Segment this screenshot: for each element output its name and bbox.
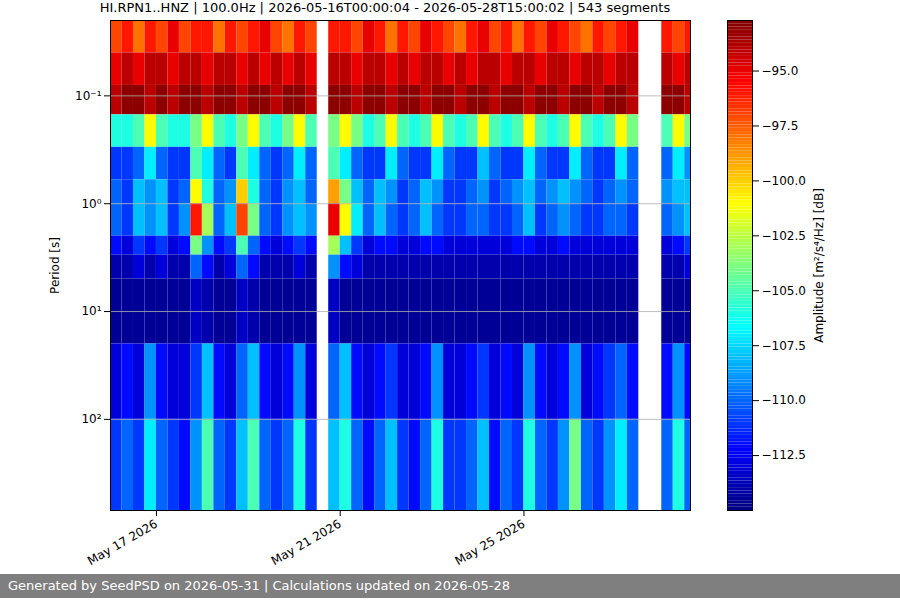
svg-text:10²: 10² [81,412,101,426]
svg-text:10⁻¹: 10⁻¹ [75,89,102,103]
svg-text:Amplitude [m²/s⁴/Hz] [dB]: Amplitude [m²/s⁴/Hz] [dB] [812,188,826,343]
svg-text:−105.0: −105.0 [762,284,806,298]
svg-text:Period [s]: Period [s] [48,237,62,294]
svg-text:−97.5: −97.5 [762,119,799,133]
svg-text:May 17 2026: May 17 2026 [85,517,160,568]
svg-text:−112.5: −112.5 [762,448,806,462]
svg-text:−110.0: −110.0 [762,393,806,407]
svg-text:−95.0: −95.0 [762,64,799,78]
html-text:HI.RPN1..HNZ | 100.0Hz | 2026-: HI.RPN1..HNZ | 100.0Hz | 2026-05-16T00:0… [99,0,671,15]
svg-text:−100.0: −100.0 [762,174,806,188]
svg-text:May 25 2026: May 25 2026 [453,517,528,568]
svg-text:−102.5: −102.5 [762,229,806,243]
svg-text:10¹: 10¹ [81,304,101,318]
svg-text:May 21 2026: May 21 2026 [269,517,344,568]
html-text:Generated by SeedPSD on 2026-0: Generated by SeedPSD on 2026-05-31 | Cal… [8,578,510,593]
svg-text:10⁰: 10⁰ [81,197,101,211]
svg-text:−107.5: −107.5 [762,339,806,353]
